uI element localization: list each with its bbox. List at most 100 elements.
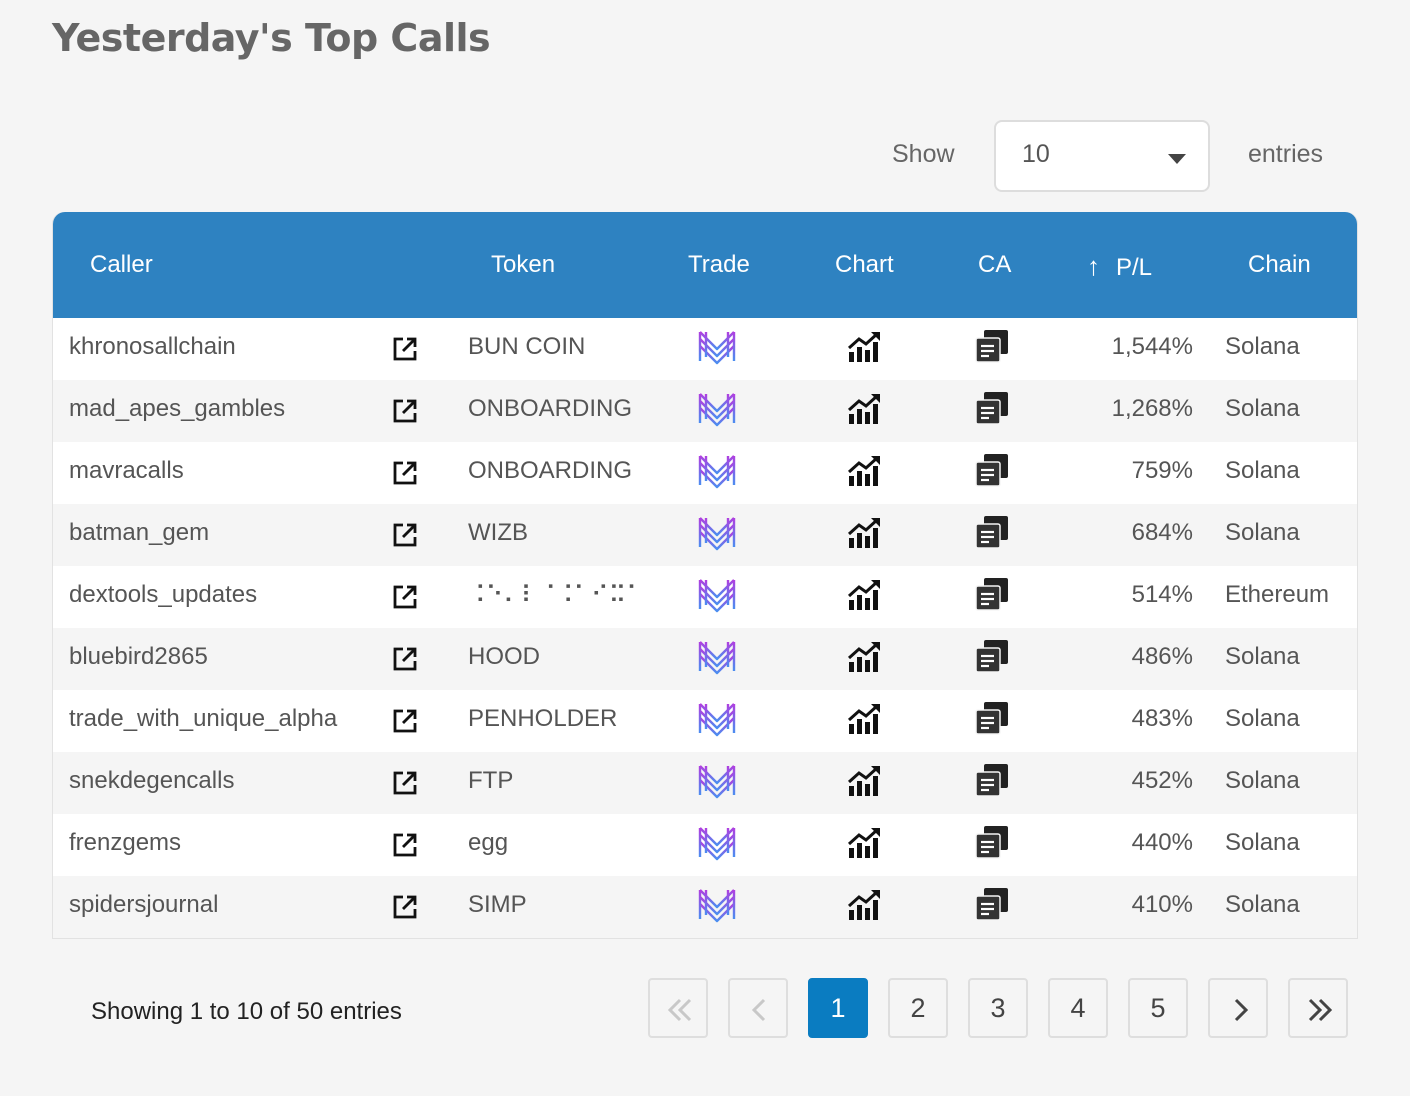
token-name: egg xyxy=(468,829,509,856)
copy-icon[interactable] xyxy=(974,762,1010,798)
caller-name: trade_with_unique_alpha xyxy=(69,705,338,732)
trade-logo-icon[interactable] xyxy=(697,825,737,863)
table-row: bluebird2865 HOOD 486% Solana xyxy=(53,628,1357,690)
table-row: mavracalls ONBOARDING 759% Solana xyxy=(53,442,1357,504)
page-button-4[interactable]: 4 xyxy=(1048,978,1108,1038)
page-button-1[interactable]: 1 xyxy=(808,978,868,1038)
external-link-icon[interactable] xyxy=(391,583,419,611)
caller-name: khronosallchain xyxy=(69,333,236,360)
double-chevron-left-icon xyxy=(667,998,692,1022)
sort-arrow-up-icon: ↑ xyxy=(1087,251,1100,281)
caller-name: bluebird2865 xyxy=(69,643,208,670)
token-name: WIZB xyxy=(468,519,528,546)
prev-page-button[interactable] xyxy=(728,978,788,1038)
chain-name: Solana xyxy=(1225,767,1300,794)
caller-name: dextools_updates xyxy=(69,581,258,608)
header-chain[interactable]: Chain xyxy=(1248,251,1311,278)
external-link-icon[interactable] xyxy=(391,769,419,797)
caller-name: snekdegencalls xyxy=(69,767,235,794)
header-ca[interactable]: CA xyxy=(978,251,1012,278)
external-link-icon[interactable] xyxy=(391,645,419,673)
entries-select[interactable]: 10 xyxy=(994,120,1210,192)
external-link-icon[interactable] xyxy=(391,707,419,735)
page-button-5[interactable]: 5 xyxy=(1128,978,1188,1038)
caller-name: spidersjournal xyxy=(69,891,219,918)
copy-icon[interactable] xyxy=(974,452,1010,488)
header-trade[interactable]: Trade xyxy=(688,251,750,278)
trade-logo-icon[interactable] xyxy=(697,329,737,367)
caller-name: mad_apes_gambles xyxy=(69,395,286,422)
chart-growth-icon[interactable] xyxy=(847,702,881,736)
trade-logo-icon[interactable] xyxy=(697,577,737,615)
header-token[interactable]: Token xyxy=(491,251,556,278)
profit-loss: 759% xyxy=(1131,457,1193,484)
chart-growth-icon[interactable] xyxy=(847,640,881,674)
table-body: khronosallchain BUN COIN 1,544% Solana mad_a… xyxy=(53,318,1357,938)
next-page-button[interactable] xyxy=(1208,978,1268,1038)
chart-growth-icon[interactable] xyxy=(847,330,881,364)
copy-icon[interactable] xyxy=(974,886,1010,922)
profit-loss: 410% xyxy=(1131,891,1193,918)
external-link-icon[interactable] xyxy=(391,893,419,921)
trade-logo-icon[interactable] xyxy=(697,515,737,553)
copy-icon[interactable] xyxy=(974,638,1010,674)
copy-icon[interactable] xyxy=(974,700,1010,736)
external-link-icon[interactable] xyxy=(391,335,419,363)
chart-growth-icon[interactable] xyxy=(847,454,881,488)
header-chart[interactable]: Chart xyxy=(835,251,894,278)
last-page-button[interactable] xyxy=(1288,978,1348,1038)
chain-name: Solana xyxy=(1225,457,1300,484)
header-caller[interactable]: Caller xyxy=(90,251,153,278)
chain-name: Solana xyxy=(1225,519,1300,546)
table-row: khronosallchain BUN COIN 1,544% Solana xyxy=(53,318,1357,380)
table-row: spidersjournal SIMP 410% Solana xyxy=(53,876,1357,938)
chain-name: Solana xyxy=(1225,829,1300,856)
first-page-button[interactable] xyxy=(648,978,708,1038)
profit-loss: 1,268% xyxy=(1111,395,1193,422)
external-link-icon[interactable] xyxy=(391,397,419,425)
chart-growth-icon[interactable] xyxy=(847,392,881,426)
external-link-icon[interactable] xyxy=(391,459,419,487)
trade-logo-icon[interactable] xyxy=(697,887,737,925)
caret-down-icon xyxy=(1168,154,1186,164)
external-link-icon[interactable] xyxy=(391,521,419,549)
entries-label: entries xyxy=(1248,140,1324,168)
chain-name: Solana xyxy=(1225,395,1300,422)
trade-logo-icon[interactable] xyxy=(697,391,737,429)
profit-loss: 684% xyxy=(1131,519,1193,546)
chart-growth-icon[interactable] xyxy=(847,516,881,550)
table-row: snekdegencalls FTP 452% Solana xyxy=(53,752,1357,814)
copy-icon[interactable] xyxy=(974,824,1010,860)
entries-select-value: 10 xyxy=(1022,140,1050,168)
token-name: FTP xyxy=(468,767,514,794)
token-name: PENHOLDER xyxy=(468,705,618,732)
table-row: batman_gem WIZB 684% Solana xyxy=(53,504,1357,566)
copy-icon[interactable] xyxy=(974,576,1010,612)
caller-name: mavracalls xyxy=(69,457,184,484)
table-header: Caller Token Trade Chart CA ↑ P/L Chain xyxy=(53,212,1357,318)
top-calls-table: Caller Token Trade Chart CA ↑ P/L Chain k… xyxy=(52,212,1358,939)
table-row: trade_with_unique_alpha PENHOLDER 483% Sola… xyxy=(53,690,1357,752)
external-link-icon[interactable] xyxy=(391,831,419,859)
chart-growth-icon[interactable] xyxy=(847,888,881,922)
chart-growth-icon[interactable] xyxy=(847,578,881,612)
show-label: Show xyxy=(892,140,955,168)
copy-icon[interactable] xyxy=(974,390,1010,426)
chain-name: Solana xyxy=(1225,643,1300,670)
caller-name: batman_gem xyxy=(69,519,210,546)
profit-loss: 1,544% xyxy=(1111,333,1193,360)
page-button-2[interactable]: 2 xyxy=(888,978,948,1038)
table-info: Showing 1 to 10 of 50 entries xyxy=(91,998,402,1025)
trade-logo-icon[interactable] xyxy=(697,701,737,739)
header-pl[interactable]: ↑ P/L xyxy=(1087,251,1152,282)
trade-logo-icon[interactable] xyxy=(697,763,737,801)
trade-logo-icon[interactable] xyxy=(697,453,737,491)
chart-growth-icon[interactable] xyxy=(847,764,881,798)
chain-name: Ethereum xyxy=(1225,581,1330,608)
copy-icon[interactable] xyxy=(974,514,1010,550)
page-button-3[interactable]: 3 xyxy=(968,978,1028,1038)
copy-icon[interactable] xyxy=(974,328,1010,364)
profit-loss: 483% xyxy=(1131,705,1193,732)
trade-logo-icon[interactable] xyxy=(697,639,737,677)
chart-growth-icon[interactable] xyxy=(847,826,881,860)
